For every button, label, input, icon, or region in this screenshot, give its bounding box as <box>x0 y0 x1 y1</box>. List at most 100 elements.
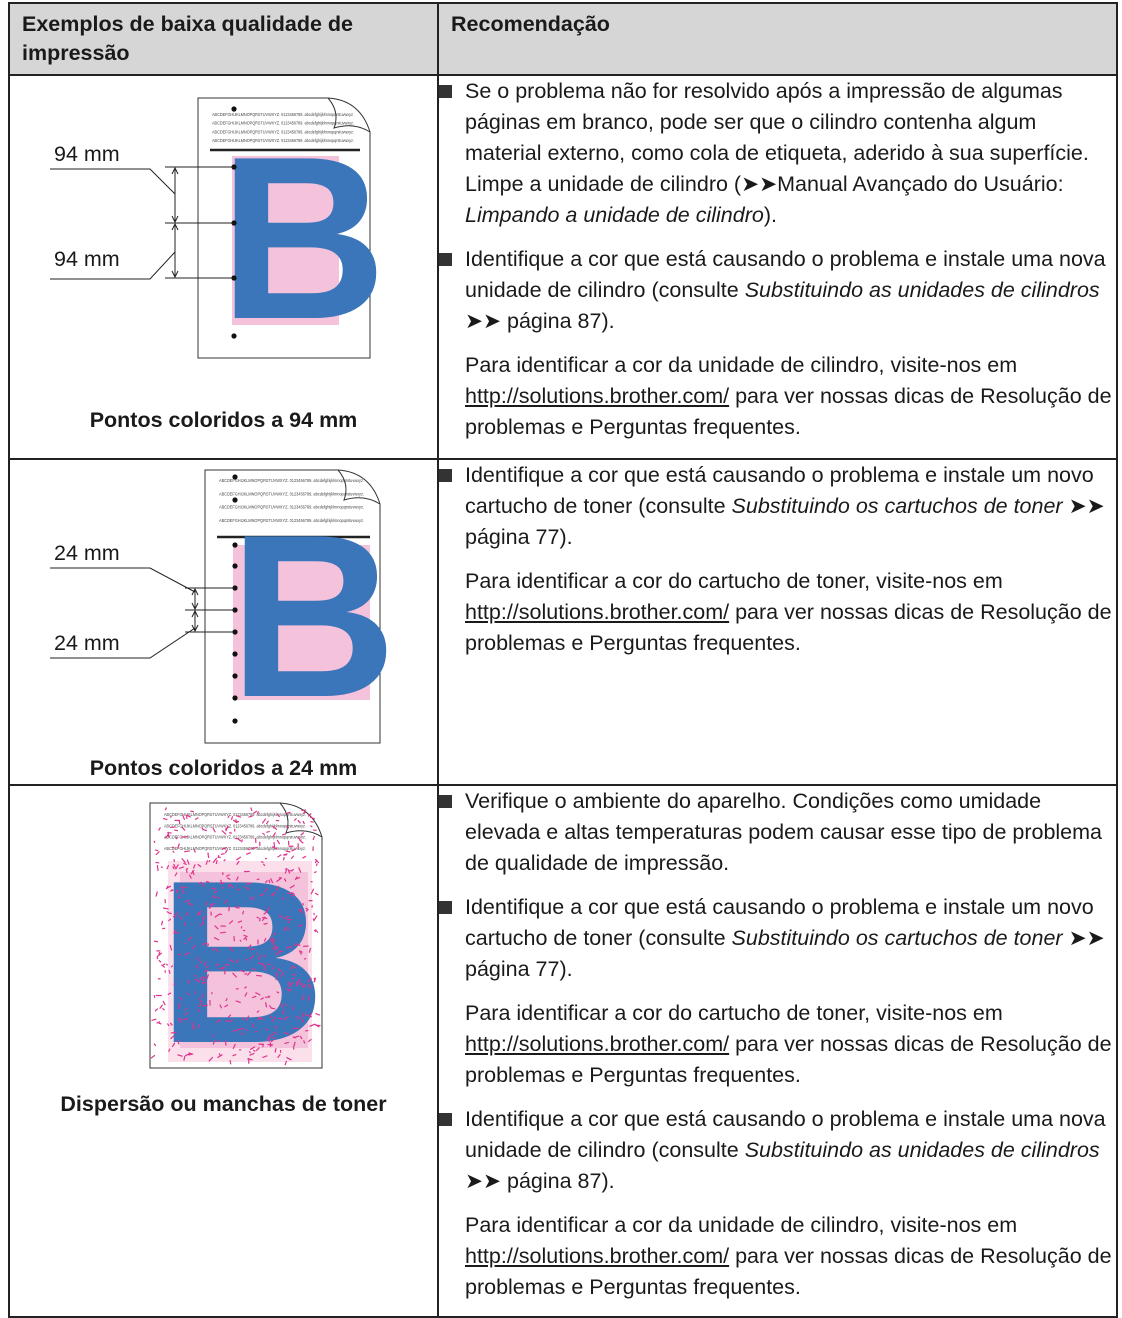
page-curl <box>280 803 322 837</box>
link[interactable]: http://solutions.brother.com/ <box>465 1032 729 1056</box>
emphasis: Limpando a unidade de cilindro <box>465 203 764 227</box>
speckle <box>245 973 248 974</box>
speckle <box>169 913 172 914</box>
speckle <box>165 807 166 810</box>
speckle <box>171 1032 177 1033</box>
caption: Pontos coloridos a 24 mm <box>10 756 437 781</box>
text: Verifique o ambiente do aparelho. Condiç… <box>465 789 1102 875</box>
dimension-label: 24 mm <box>54 541 120 565</box>
text: Para identificar a cor do cartucho de to… <box>465 1001 1003 1025</box>
recommendation-cell: Se o problema não for resolvido após a i… <box>438 75 1117 459</box>
speckle <box>185 922 186 925</box>
speckle <box>220 932 226 933</box>
leader-line <box>50 568 195 592</box>
dot <box>231 106 236 111</box>
speckle <box>186 869 187 873</box>
text: ). <box>764 203 777 227</box>
speckle <box>173 984 175 985</box>
speckle <box>242 839 243 842</box>
header-cell: Recomendação <box>438 3 1117 75</box>
emphasis: Substituindo as unidades de cilindros <box>745 1138 1100 1162</box>
speckle <box>154 941 158 942</box>
bullet <box>439 85 452 98</box>
bullet-item: Identifique a cor que está causando o pr… <box>439 1104 1116 1197</box>
speckle <box>311 822 314 823</box>
speckle <box>225 1041 226 1046</box>
speckle <box>159 952 160 955</box>
speckle <box>165 970 166 972</box>
dot <box>232 718 237 723</box>
dot <box>231 333 236 338</box>
recommendation-cell: Verifique o ambiente do aparelho. Condiç… <box>438 785 1117 1317</box>
speckle <box>243 1017 244 1020</box>
speckle <box>154 841 155 843</box>
text: Para identificar a cor da unidade de cil… <box>465 353 1017 377</box>
bullet-item: Identifique a cor que está causando o pr… <box>439 460 1116 553</box>
bullet-item: Se o problema não for resolvido após a i… <box>439 76 1116 231</box>
sample-text: ABCDEFGHIJKLMNOPQRSTUVWXYZ. 0123456789. … <box>164 823 306 828</box>
emphasis: Substituindo as unidades de cilindros <box>745 278 1100 302</box>
speckle <box>288 982 289 985</box>
example-cell: ABCDEFGHIJKLMNOPQRSTUVWXYZ. 0123456789. … <box>9 75 438 459</box>
sample-text: ABCDEFGHIJKLMNOPQRSTUVWXYZ. 0123456789. … <box>164 812 306 817</box>
row: ABCDEFGHIJKLMNOPQRSTUVWXYZ. 0123456789. … <box>9 785 1117 1317</box>
speckle <box>310 826 312 827</box>
speckle <box>246 938 247 941</box>
speckle <box>194 975 196 976</box>
speckle <box>208 852 209 858</box>
speckle <box>184 851 190 852</box>
speckle <box>174 859 175 862</box>
speckle <box>274 1033 277 1034</box>
speckle <box>181 917 182 919</box>
leader-line <box>50 169 175 194</box>
speckle <box>251 807 252 810</box>
link[interactable]: http://solutions.brother.com/ <box>465 1244 729 1268</box>
bullet <box>439 469 452 482</box>
speckle <box>304 958 306 959</box>
speckle <box>154 1044 156 1046</box>
emphasis: Substituindo os cartuchos de toner <box>732 494 1063 518</box>
dot <box>232 563 237 568</box>
quality-table: Exemplos de baixa qualidade de impressão… <box>8 2 1118 1318</box>
speckle <box>202 829 206 830</box>
speckle <box>230 1060 231 1064</box>
speckle <box>190 811 193 812</box>
dot <box>232 651 237 656</box>
speckle <box>163 818 167 819</box>
illustration: ABCDEFGHIJKLMNOPQRSTUVWXYZ. 0123456789. … <box>10 786 435 1287</box>
link[interactable]: http://solutions.brother.com/ <box>465 600 729 624</box>
dot <box>232 673 237 678</box>
speckle <box>255 1031 258 1032</box>
speckle <box>269 880 270 883</box>
dimension-label: 94 mm <box>54 142 120 166</box>
speckle <box>256 975 262 976</box>
speckle <box>159 827 161 830</box>
speckle <box>218 896 219 898</box>
speckle <box>293 1047 294 1049</box>
page: {"table": { "headers": ["Exemplos de bai… <box>0 0 1122 1286</box>
link[interactable]: http://solutions.brother.com/ <box>465 384 729 408</box>
dot <box>232 497 237 502</box>
speckle <box>184 943 186 944</box>
bullet <box>439 253 452 266</box>
speckle <box>303 903 304 905</box>
sample-text: ABCDEFGHIJKLMNOPQRSTUVWXYZ. 0123456789. … <box>219 478 364 483</box>
dimension-label: 94 mm <box>54 247 120 271</box>
bullet-item: Verifique o ambiente do aparelho. Condiç… <box>439 786 1116 879</box>
speckle <box>195 818 198 820</box>
paragraph: Para identificar a cor do cartucho de to… <box>439 998 1116 1091</box>
header-row: Exemplos de baixa qualidade de impressão… <box>9 3 1117 75</box>
big-letter: B <box>219 109 387 368</box>
paragraph: Para identificar a cor da unidade de cil… <box>439 1210 1116 1303</box>
speckle <box>219 914 222 915</box>
bullet <box>439 901 452 914</box>
bullet-item: Identifique a cor que está causando o pr… <box>439 244 1116 337</box>
speckle <box>156 891 157 896</box>
speckle <box>154 995 155 998</box>
bullet <box>439 1113 452 1126</box>
dot <box>232 474 237 479</box>
speckle <box>176 837 177 839</box>
paragraph: Para identificar a cor da unidade de cil… <box>439 350 1116 443</box>
speckle <box>212 1034 213 1036</box>
speckle <box>258 811 259 814</box>
